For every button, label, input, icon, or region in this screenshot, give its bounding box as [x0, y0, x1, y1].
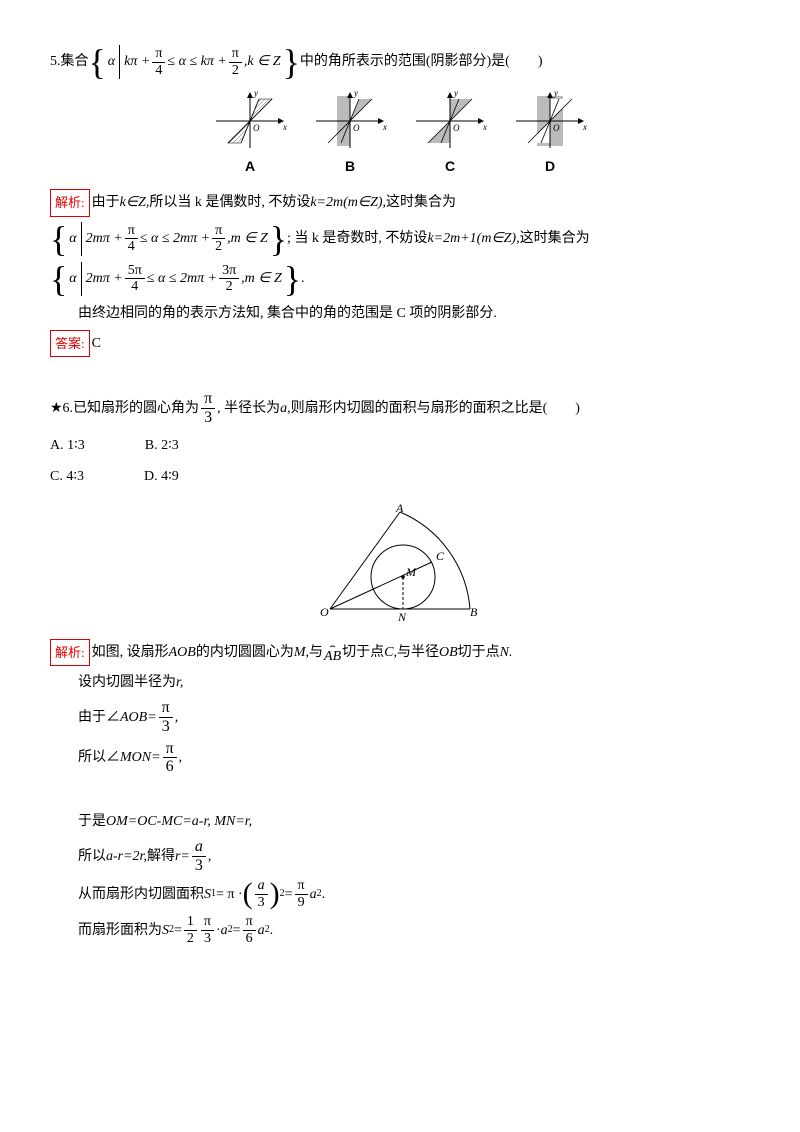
- q5-answer: 答案: C: [50, 330, 750, 357]
- q6-step4: 于是 OM=OC-MC=a-r, MN=r,: [50, 809, 750, 834]
- option-c: C. 4∶3: [50, 464, 84, 489]
- q6-options-row2: C. 4∶3 D. 4∶9: [50, 464, 750, 489]
- q6-num: ★6.: [50, 396, 73, 421]
- q6-step1: 设内切圆半径为 r,: [50, 670, 750, 695]
- q5-pre: 集合: [61, 49, 89, 74]
- q5-set2: { α 2mπ + π4 ≤ α ≤ 2mπ + π2 ,m ∈ Z } ; 当…: [50, 221, 750, 257]
- svg-text:B: B: [470, 605, 478, 619]
- svg-text:x: x: [582, 122, 587, 132]
- svg-text:O: O: [253, 123, 260, 133]
- svg-text:x: x: [382, 122, 387, 132]
- q5-post: 中的角所表示的范围(阴影部分)是( ): [300, 49, 543, 74]
- graph-d: y x O D: [510, 90, 590, 179]
- q6-diagram: O A B C M N: [50, 504, 750, 624]
- brace-left: {: [89, 44, 106, 80]
- q5-stem: 5. 集合 { α kπ + π4 ≤ α ≤ kπ + π2 ,k ∈ Z }…: [50, 44, 750, 80]
- svg-text:M: M: [405, 565, 417, 579]
- svg-text:C: C: [436, 549, 445, 563]
- answer-label: 答案:: [50, 330, 90, 357]
- svg-text:O: O: [353, 123, 360, 133]
- svg-text:A: A: [395, 504, 404, 515]
- brace-right: }: [283, 44, 300, 80]
- q5-analysis-1: 解析: 由于 k∈Z, 所以当 k 是偶数时, 不妨设 k=2m(m∈Z), 这…: [50, 189, 750, 216]
- arc-icon: ⌢AB: [324, 643, 341, 662]
- graph-a: y x O A: [210, 90, 290, 179]
- svg-text:O: O: [453, 123, 460, 133]
- svg-text:y: y: [453, 90, 458, 98]
- svg-text:O: O: [320, 605, 329, 619]
- q5-analysis-2: 由终边相同的角的表示方法知, 集合中的角的范围是 C 项的阴影部分.: [50, 301, 750, 326]
- q5-graphs: y x O A y x O B y x O: [50, 90, 750, 179]
- graph-b: y x O B: [310, 90, 390, 179]
- analysis-label: 解析:: [50, 639, 90, 666]
- svg-text:y: y: [253, 90, 258, 98]
- svg-text:y: y: [353, 90, 358, 98]
- option-a: A. 1∶3: [50, 433, 85, 458]
- svg-text:x: x: [282, 122, 287, 132]
- q6-analysis-1: 解析: 如图, 设扇形 AOB 的内切圆圆心为 M, 与 ⌢AB 切于点 C, …: [50, 639, 750, 666]
- q6-step7: 而扇形面积为 S2 = 12 π3 · a2 = π6 a2 .: [50, 914, 750, 946]
- set-bar: [119, 45, 120, 79]
- option-b: B. 2∶3: [145, 433, 179, 458]
- analysis-label: 解析:: [50, 189, 90, 216]
- svg-text:y: y: [553, 90, 558, 98]
- svg-text:O: O: [553, 123, 560, 133]
- graph-c: y x O C: [410, 90, 490, 179]
- q6-options-row1: A. 1∶3 B. 2∶3: [50, 433, 750, 458]
- svg-text:x: x: [482, 122, 487, 132]
- q5-set3: { α 2mπ + 5π4 ≤ α ≤ 2mπ + 3π2 ,m ∈ Z } .: [50, 261, 750, 297]
- q6-step5: 所以 a-r=2r, 解得 r= a3 ,: [50, 838, 750, 874]
- svg-text:N: N: [397, 610, 407, 624]
- option-d: D. 4∶9: [144, 464, 179, 489]
- q6-step6: 从而扇形内切圆面积 S1 = π · ( a3 ) 2 = π9 a2 .: [50, 878, 750, 910]
- q6-step2: 由于∠ AOB= π3 ,: [50, 699, 750, 735]
- q6-step3: 所以∠ MON= π6 ,: [50, 740, 750, 776]
- q5-set: { α kπ + π4 ≤ α ≤ kπ + π2 ,k ∈ Z }: [89, 44, 300, 80]
- q5-num: 5.: [50, 49, 61, 74]
- q6-stem: ★6. 已知扇形的圆心角为 π3 , 半径长为 a, 则扇形内切圆的面积与扇形的…: [50, 390, 750, 426]
